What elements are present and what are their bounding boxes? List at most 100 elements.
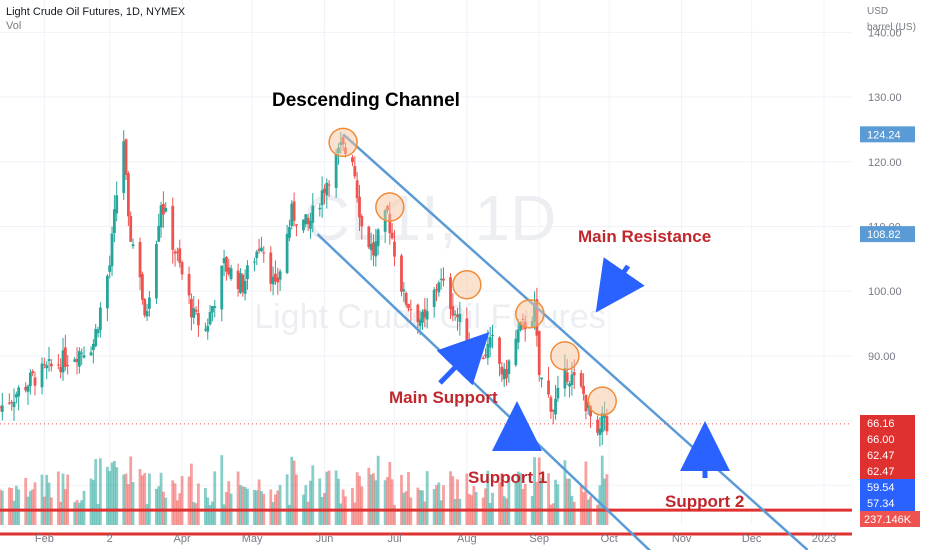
candle-body (451, 306, 455, 316)
volume-bar (339, 503, 343, 525)
candle-body (115, 195, 119, 214)
candle-body (66, 364, 70, 366)
annotation-main-resistance: Main Resistance (578, 227, 711, 246)
candle-body (309, 220, 312, 229)
volume-bar (7, 487, 11, 525)
stack-badge-1: 66.16 (867, 418, 895, 430)
volume-bar (239, 484, 242, 525)
candle-body (75, 358, 79, 363)
volume-bar (192, 501, 196, 525)
symbol-title[interactable]: Light Crude Oil Futures, 1D, NYMEX (6, 6, 186, 18)
candle-body (187, 274, 191, 296)
volume-bar (204, 488, 207, 525)
price-badge-channel-top-bg (860, 126, 915, 143)
volume-bar (213, 471, 217, 525)
candle-body (425, 311, 429, 320)
candle-body (456, 314, 459, 318)
volume-bar (243, 486, 247, 525)
candle-body (432, 289, 436, 308)
candle-body (225, 256, 228, 272)
volume-bar (388, 461, 392, 525)
candle-body (82, 355, 86, 358)
volume-bar (603, 478, 606, 525)
candle-body (14, 394, 18, 398)
volume-bar (82, 490, 86, 525)
candle-body (129, 216, 133, 242)
volume-bar (432, 489, 436, 525)
candle-body (393, 241, 396, 257)
candle-body (390, 232, 394, 239)
volume-bar (260, 491, 263, 525)
candle-body (598, 428, 602, 436)
candle-body (98, 307, 102, 330)
arrow-main-resistance (595, 257, 645, 313)
candle-body (159, 205, 163, 228)
candle-body (138, 241, 142, 278)
candle-body (17, 387, 21, 397)
price-axis[interactable]: 70.0080.0090.00100.00110.00120.00130.001… (860, 27, 920, 527)
candle-body (77, 351, 81, 367)
annotation-support-2: Support 2 (665, 492, 744, 511)
candle-body (306, 217, 310, 225)
volume-bar (439, 500, 443, 525)
candle-body (579, 373, 583, 387)
candle-body (239, 273, 242, 294)
candle-body (49, 363, 53, 367)
volume-bar (355, 472, 359, 525)
candle-body (126, 173, 130, 217)
volume-bar (551, 503, 555, 525)
candles (0, 130, 609, 447)
candle-body (28, 372, 32, 387)
volume-bar (484, 488, 487, 525)
y-tick-label: 90.00 (868, 351, 896, 363)
volume-bar (161, 491, 165, 525)
volume-bar (393, 504, 396, 525)
candle-body (351, 157, 354, 163)
volume-bar (505, 498, 508, 525)
stack-badge-bg (860, 447, 915, 463)
candle-body (131, 244, 135, 247)
volume-bar (211, 501, 214, 525)
candle-body (572, 372, 576, 376)
candle-body (505, 369, 508, 379)
volume-bar (563, 460, 567, 525)
volume-bar (122, 474, 126, 525)
chart-header: Light Crude Oil Futures, 1D, NYMEX Vol (6, 6, 185, 32)
candle-body (421, 311, 424, 323)
channel-support-line[interactable] (316, 233, 662, 555)
candle-body (7, 402, 11, 404)
candle-body (584, 394, 588, 412)
currency-unit: barrel (US) (867, 22, 916, 33)
currency-label[interactable]: USD barrel (US) (867, 4, 916, 36)
volume-bar (337, 478, 340, 525)
candle-body (61, 350, 65, 373)
candle-body (292, 201, 296, 221)
stack-badge-5: 59.54 (867, 482, 895, 494)
candle-body (178, 248, 182, 263)
volume-bar (208, 504, 212, 525)
candle-body (56, 364, 60, 366)
candle-body (327, 184, 331, 186)
candle-body (295, 224, 298, 226)
stack-badge-bg (860, 479, 915, 495)
volume-bar (12, 500, 16, 525)
candle-body (180, 262, 184, 275)
candle-body (220, 265, 224, 310)
time-axis[interactable]: Feb 2 Apr May Jun Jul Aug Sep Oct Nov Dec 2023 (35, 533, 836, 545)
touch-circle-1 (328, 127, 358, 158)
volume-bar (327, 470, 331, 525)
candle-body (563, 367, 567, 389)
y-tick-label: 130.00 (868, 92, 902, 104)
volume-bar (157, 486, 161, 525)
volume-bar (33, 482, 37, 525)
candle-body (145, 311, 149, 317)
candle-body (437, 282, 441, 293)
candle-body (236, 270, 240, 290)
channel-resistance-line[interactable] (342, 133, 809, 551)
watermark: CL1!, 1D Light Crude Oil Futures (254, 182, 606, 336)
volume-bar (295, 474, 298, 525)
candle-body (59, 366, 63, 373)
volume-bar (404, 491, 408, 525)
volume-bar (269, 489, 273, 525)
volume-label[interactable]: Vol (6, 20, 22, 32)
